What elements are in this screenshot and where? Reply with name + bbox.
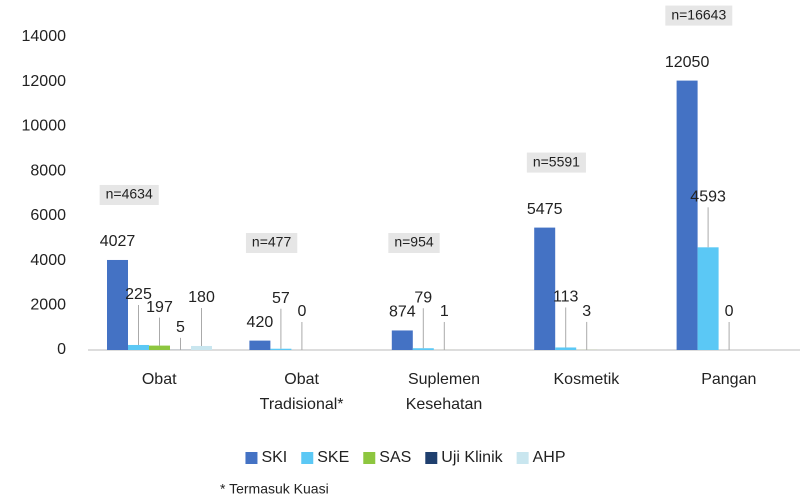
data-label: 3 [582,303,591,320]
x-tick-label: Obat [142,371,177,388]
data-label: 874 [389,304,416,321]
y-tick-label: 6000 [30,207,66,224]
footnote: * Termasuk Kuasi [220,481,329,497]
legend-label: SAS [379,449,411,466]
legend-label: SKI [261,449,287,466]
annotation: n=5591 [533,153,580,169]
data-label: 4027 [100,233,136,250]
legend-swatch [363,452,376,464]
y-tick-label: 0 [57,341,66,358]
data-label: 180 [188,289,215,306]
legend-label: Uji Klinik [441,449,503,466]
annotation-box [526,152,586,173]
annotation-box [388,233,440,253]
annotation-box [99,184,159,205]
legend-swatch [425,452,438,464]
x-tick-label: Kosmetik [554,371,621,388]
bar [534,227,556,350]
y-tick-label: 10000 [22,118,67,135]
x-tick-label-line: Obat [284,371,319,388]
bar [676,80,698,350]
annotation: n=954 [394,234,434,250]
bar [249,340,271,350]
bar [149,345,170,350]
bar [107,259,128,350]
x-tick-label-line: Kesehatan [406,396,483,413]
annotation: n=477 [252,234,292,250]
data-label: 420 [247,314,274,331]
bar [128,344,149,350]
y-tick-label: 14000 [22,28,67,45]
annotation: n=4634 [106,186,153,202]
data-label: 12050 [665,54,710,71]
y-tick-label: 12000 [22,73,67,90]
y-tick-label: 8000 [30,162,66,179]
data-label: 4593 [690,189,726,206]
y-tick-label: 2000 [30,297,66,314]
legend-label: SKE [317,449,349,466]
data-label: 57 [272,290,290,307]
data-label: 0 [297,303,306,320]
bar [412,348,434,350]
data-label: 5 [176,319,185,336]
x-tick-label: Obat Tradisional* [260,371,344,413]
data-label: 197 [146,299,173,316]
legend: SKI SKE SAS Uji Klinik AHP [245,449,566,466]
data-label: 5475 [527,201,563,218]
data-label: 0 [725,303,734,320]
data-label: 113 [553,289,579,306]
y-tick-label: 4000 [30,252,66,269]
legend-swatch [301,452,314,464]
x-tick-label-line: Tradisional* [260,396,344,413]
data-label: 225 [125,286,152,303]
bar [270,348,292,350]
data-label: 1 [440,303,449,320]
x-tick-label-line: Suplemen [408,371,480,388]
bar [697,247,719,350]
legend-swatch [516,452,529,464]
x-tick-label: Suplemen Kesehatan [406,371,483,413]
annotation: n=16643 [671,6,726,22]
bar [391,330,413,350]
data-label: 79 [414,289,432,306]
bar [191,345,212,350]
bar [555,347,577,350]
x-tick-label: Pangan [701,371,756,388]
legend-swatch [245,452,258,464]
legend-label: AHP [533,449,566,466]
annotation-box [665,5,733,26]
annotation-box [245,233,298,253]
